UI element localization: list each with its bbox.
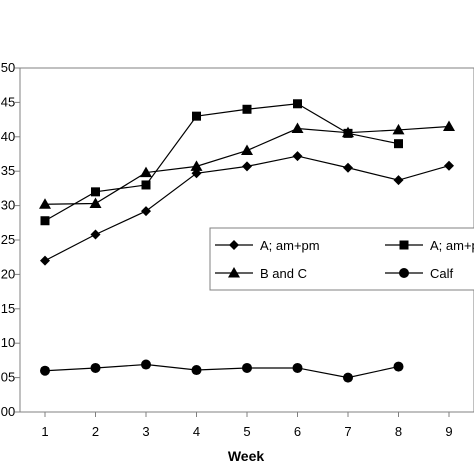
diamond-marker: [40, 255, 50, 266]
square-marker: [40, 216, 50, 226]
y-tick-label: 05: [1, 370, 15, 385]
diamond-marker: [141, 206, 151, 217]
triangle-marker: [342, 126, 354, 138]
legend-item: A; am+pm: [385, 238, 474, 253]
legend-label: A; am+pm: [260, 238, 320, 253]
x-tick-label: 2: [92, 424, 99, 439]
triangle-marker: [89, 197, 102, 209]
diamond-marker: [292, 151, 303, 162]
circle-marker: [343, 372, 353, 383]
circle-marker: [191, 365, 202, 376]
triangle-marker: [443, 120, 455, 131]
x-tick-label: 5: [243, 424, 250, 439]
x-axis: 1 2 3 4 5 6 7 8 9: [41, 412, 453, 439]
diamond-marker: [242, 161, 252, 172]
x-tick-label: 9: [445, 424, 452, 439]
x-tick-label: 7: [344, 424, 351, 439]
triangle-marker: [228, 267, 240, 278]
circle-marker: [393, 361, 404, 372]
y-tick-label: 00: [1, 404, 15, 419]
square-marker: [399, 240, 409, 250]
legend-box: [209, 227, 474, 291]
y-tick-label: 40: [1, 129, 15, 144]
series-layer: [39, 99, 455, 383]
x-tick-label: 8: [395, 424, 402, 439]
x-tick-label: 4: [193, 424, 200, 439]
legend-label: Calf: [430, 266, 454, 281]
circle-marker: [242, 362, 252, 373]
triangle-marker: [392, 123, 405, 135]
y-tick-label: 30: [1, 198, 15, 213]
triangle-marker: [140, 166, 152, 178]
diamond-marker: [444, 160, 454, 171]
legend-item: A; am+pm: [215, 238, 320, 253]
diamond-marker: [229, 240, 239, 250]
y-tick-label: 15: [1, 301, 15, 316]
triangle-marker: [39, 198, 51, 209]
legend-item: Calf: [385, 266, 454, 281]
diamond-marker: [90, 229, 101, 240]
square-marker: [394, 139, 403, 149]
circle-marker: [90, 362, 101, 373]
y-tick-label: 25: [1, 232, 15, 247]
x-tick-label: 1: [41, 424, 48, 439]
series-line: [44, 363, 399, 379]
circle-marker: [292, 362, 303, 373]
diamond-marker: [343, 162, 353, 173]
circle-marker: [40, 365, 50, 376]
legend-item: B and C: [215, 266, 307, 281]
y-tick-label: 50: [1, 60, 15, 75]
y-tick-label: 45: [1, 94, 15, 109]
y-axis: 00 05 10 15 20 25 30 35 40 45 50: [1, 60, 20, 419]
triangle-marker: [241, 144, 253, 156]
y-tick-label: 10: [1, 335, 15, 350]
square-marker: [242, 104, 252, 114]
legend: A; am+pm A; am+pm B and C Calf: [209, 227, 474, 291]
y-tick-label: 35: [1, 163, 15, 178]
square-marker: [192, 111, 201, 121]
square-marker: [91, 187, 100, 197]
circle-marker: [399, 268, 409, 278]
series-3: [39, 120, 455, 209]
x-tick-label: 6: [294, 424, 301, 439]
series-4: [40, 359, 404, 383]
triangle-marker: [190, 160, 203, 171]
y-tick-label: 20: [1, 266, 15, 281]
x-axis-title: Week: [228, 448, 265, 464]
diamond-marker: [393, 175, 404, 186]
triangle-marker: [291, 122, 304, 134]
square-marker: [141, 180, 151, 190]
x-tick-label: 3: [142, 424, 149, 439]
square-marker: [293, 99, 302, 109]
legend-label: A; am+pm: [430, 238, 474, 253]
series-line: [44, 103, 399, 222]
legend-label: B and C: [260, 266, 307, 281]
circle-marker: [141, 359, 151, 370]
